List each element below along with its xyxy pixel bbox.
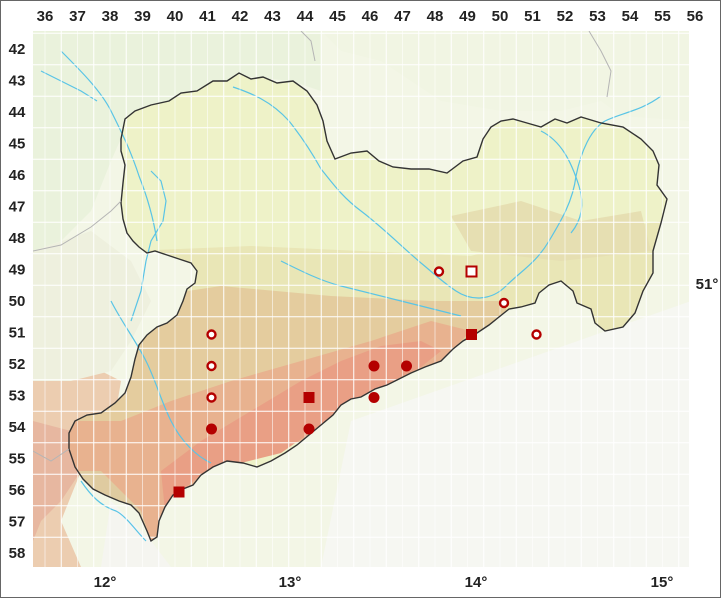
grid-lines (33, 31, 689, 567)
column-label: 56 (687, 8, 704, 25)
pleisse-river (130, 170, 167, 322)
column-label: 41 (199, 8, 216, 25)
marker-open-square (465, 265, 478, 278)
outside-west (33, 231, 151, 381)
row-label: 53 (9, 388, 26, 405)
latitude-labels: 51° (696, 276, 719, 293)
row-label: 56 (9, 482, 26, 499)
column-label: 40 (167, 8, 184, 25)
marker-open-circle (206, 360, 217, 372)
outside-north-west (33, 31, 321, 251)
longitude-label: 12° (94, 574, 117, 591)
row-label: 55 (9, 451, 26, 468)
column-label: 44 (297, 8, 314, 25)
elster-upper-river (80, 480, 147, 542)
markers-layer (173, 265, 542, 498)
state-border-south-west (33, 448, 70, 462)
latitude-label: 51° (696, 276, 719, 293)
marker-filled-circle (368, 360, 380, 372)
marker-open-circle (531, 329, 542, 340)
column-label: 42 (232, 8, 249, 25)
marker-filled-square (466, 329, 477, 340)
state-border-north-east (588, 31, 612, 98)
row-label: 50 (9, 293, 26, 310)
row-label: 42 (9, 41, 26, 58)
row-label: 48 (9, 230, 26, 247)
mountain-upper-fill (161, 341, 441, 521)
mulde-river (110, 300, 212, 464)
column-label: 49 (459, 8, 476, 25)
state-border-west (33, 200, 122, 252)
row-label: 54 (9, 419, 26, 436)
spree-river (540, 130, 583, 234)
marker-open-circle (498, 297, 510, 309)
row-label: 47 (9, 199, 26, 216)
row-label: 58 (9, 545, 26, 562)
column-label: 48 (427, 8, 444, 25)
region-border (68, 72, 668, 543)
row-label: 45 (9, 136, 26, 153)
east-hills-fill (451, 201, 651, 261)
longitude-label: 13° (279, 574, 302, 591)
column-labels: 36 37 38 39 40 41 42 43 44 45 46 47 48 49 50 51 52 53 54 55… (37, 8, 704, 25)
column-label: 46 (362, 8, 379, 25)
marker-open-circle (433, 266, 445, 277)
marker-filled-circle (368, 392, 380, 403)
longitude-label: 14° (465, 574, 488, 591)
column-label: 55 (654, 8, 671, 25)
row-label: 46 (9, 167, 26, 184)
column-label: 47 (394, 8, 411, 25)
elbe-river (232, 86, 662, 299)
row-label: 44 (9, 104, 26, 121)
zschopau-river (280, 260, 462, 317)
row-labels: 42 43 44 45 46 47 48 49 50 51 52 53 54 55 56 57 58 (9, 41, 26, 562)
terrain-layer (33, 31, 689, 567)
marker-open-circle (206, 392, 217, 403)
outside-south-light (101, 501, 171, 567)
row-label: 49 (9, 262, 26, 279)
marker-open-circle (206, 329, 217, 340)
longitude-labels: 12° 13° 14° 15° (94, 574, 674, 591)
column-label: 51 (524, 8, 541, 25)
rivers (40, 50, 662, 542)
marker-filled-square (303, 392, 315, 403)
column-label: 53 (589, 8, 606, 25)
row-label: 52 (9, 356, 26, 373)
row-label: 51 (9, 325, 26, 342)
column-label: 45 (329, 8, 346, 25)
row-label: 57 (9, 514, 26, 531)
marker-filled-square (173, 486, 185, 498)
saale-river (60, 50, 158, 242)
column-label: 39 (134, 8, 151, 25)
column-label: 50 (492, 8, 509, 25)
row-label: 43 (9, 73, 26, 90)
column-label: 52 (557, 8, 574, 25)
column-label: 38 (102, 8, 119, 25)
column-label: 54 (622, 8, 639, 25)
column-label: 43 (264, 8, 281, 25)
marker-filled-circle (401, 360, 412, 372)
column-label: 37 (69, 8, 86, 25)
column-label: 36 (37, 8, 54, 25)
marker-filled-circle (303, 423, 315, 435)
marker-filled-circle (206, 423, 217, 435)
state-border-north (300, 31, 316, 62)
longitude-label: 15° (651, 574, 674, 591)
